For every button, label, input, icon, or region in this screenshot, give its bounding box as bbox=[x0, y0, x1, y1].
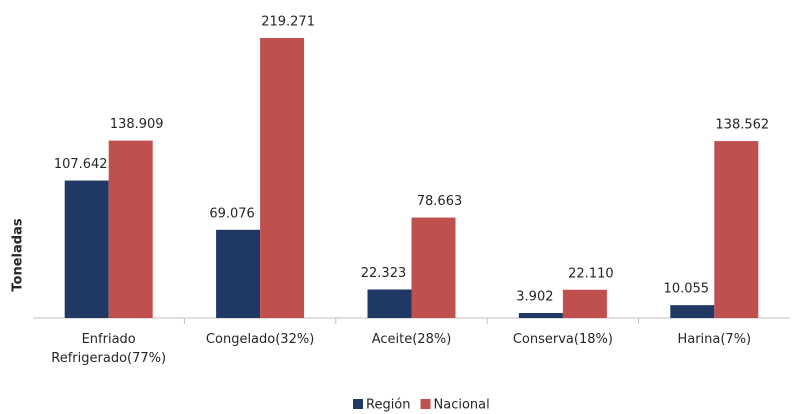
data-label: 107.642 bbox=[54, 157, 108, 172]
x-tick-label: Aceite(28%) bbox=[371, 332, 452, 347]
data-label: 10.055 bbox=[664, 282, 710, 297]
data-label: 138.562 bbox=[715, 118, 769, 133]
bar bbox=[260, 38, 305, 318]
bar bbox=[367, 289, 412, 318]
data-label: 22.110 bbox=[568, 266, 614, 281]
data-label: 69.076 bbox=[209, 206, 255, 221]
legend-swatch bbox=[420, 399, 431, 409]
bar bbox=[64, 180, 109, 318]
bar bbox=[562, 289, 607, 318]
x-tick-label: Conserva(18%) bbox=[512, 332, 613, 347]
x-tick-label: Enfriado Refrigerado(77%) bbox=[51, 332, 167, 366]
data-label: 78.663 bbox=[417, 194, 463, 209]
data-label: 219.271 bbox=[261, 15, 315, 30]
data-label: 22.323 bbox=[361, 266, 407, 281]
bar bbox=[411, 217, 456, 318]
data-label: 3.902 bbox=[516, 290, 553, 305]
bar bbox=[108, 140, 153, 318]
x-tick-label: Harina(7%) bbox=[677, 332, 752, 347]
data-label: 138.909 bbox=[110, 117, 164, 132]
x-tick-label: Congelado(32%) bbox=[205, 332, 315, 347]
legend-label: Nacional bbox=[434, 398, 490, 413]
y-axis-label: Toneladas bbox=[11, 218, 26, 291]
bar bbox=[714, 141, 759, 318]
bar bbox=[518, 313, 563, 318]
bar bbox=[670, 305, 715, 318]
legend-label: Región bbox=[366, 398, 411, 413]
bar bbox=[216, 229, 261, 318]
legend-swatch bbox=[353, 399, 363, 409]
